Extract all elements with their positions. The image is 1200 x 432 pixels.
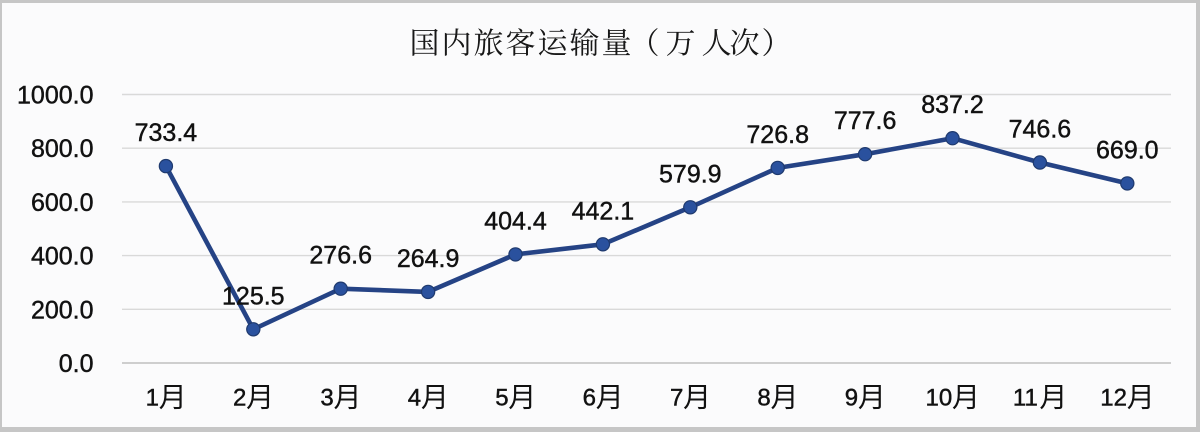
- svg-text:200.0: 200.0: [31, 296, 94, 324]
- svg-text:1000.0: 1000.0: [17, 82, 93, 110]
- svg-text:600.0: 600.0: [31, 189, 94, 217]
- svg-text:837.2: 837.2: [921, 91, 984, 119]
- svg-text:442.1: 442.1: [572, 197, 635, 225]
- svg-text:264.9: 264.9: [397, 245, 460, 273]
- svg-text:726.8: 726.8: [746, 121, 809, 149]
- svg-text:9: 9: [845, 385, 858, 412]
- svg-text:733.4: 733.4: [135, 119, 198, 147]
- svg-text:5: 5: [495, 385, 508, 412]
- svg-text:2: 2: [233, 385, 246, 412]
- svg-text:400.0: 400.0: [31, 243, 94, 271]
- svg-text:404.4: 404.4: [484, 207, 547, 235]
- svg-text:579.9: 579.9: [659, 160, 722, 188]
- svg-text:12: 12: [1100, 385, 1127, 412]
- svg-text:7: 7: [670, 385, 683, 412]
- svg-text:0.0: 0.0: [59, 350, 94, 378]
- svg-text:11: 11: [1013, 385, 1038, 412]
- svg-text:8: 8: [757, 385, 770, 412]
- svg-text:10: 10: [926, 385, 953, 412]
- svg-text:3: 3: [320, 385, 333, 412]
- svg-text:746.6: 746.6: [1009, 116, 1072, 144]
- svg-text:4: 4: [408, 385, 421, 412]
- svg-text:276.6: 276.6: [309, 242, 372, 270]
- svg-text:777.6: 777.6: [834, 107, 897, 135]
- svg-text:1: 1: [146, 385, 159, 412]
- svg-text:125.5: 125.5: [222, 282, 285, 310]
- svg-text:669.0: 669.0: [1096, 136, 1159, 164]
- svg-text:6: 6: [583, 385, 596, 412]
- svg-text:800.0: 800.0: [31, 135, 94, 163]
